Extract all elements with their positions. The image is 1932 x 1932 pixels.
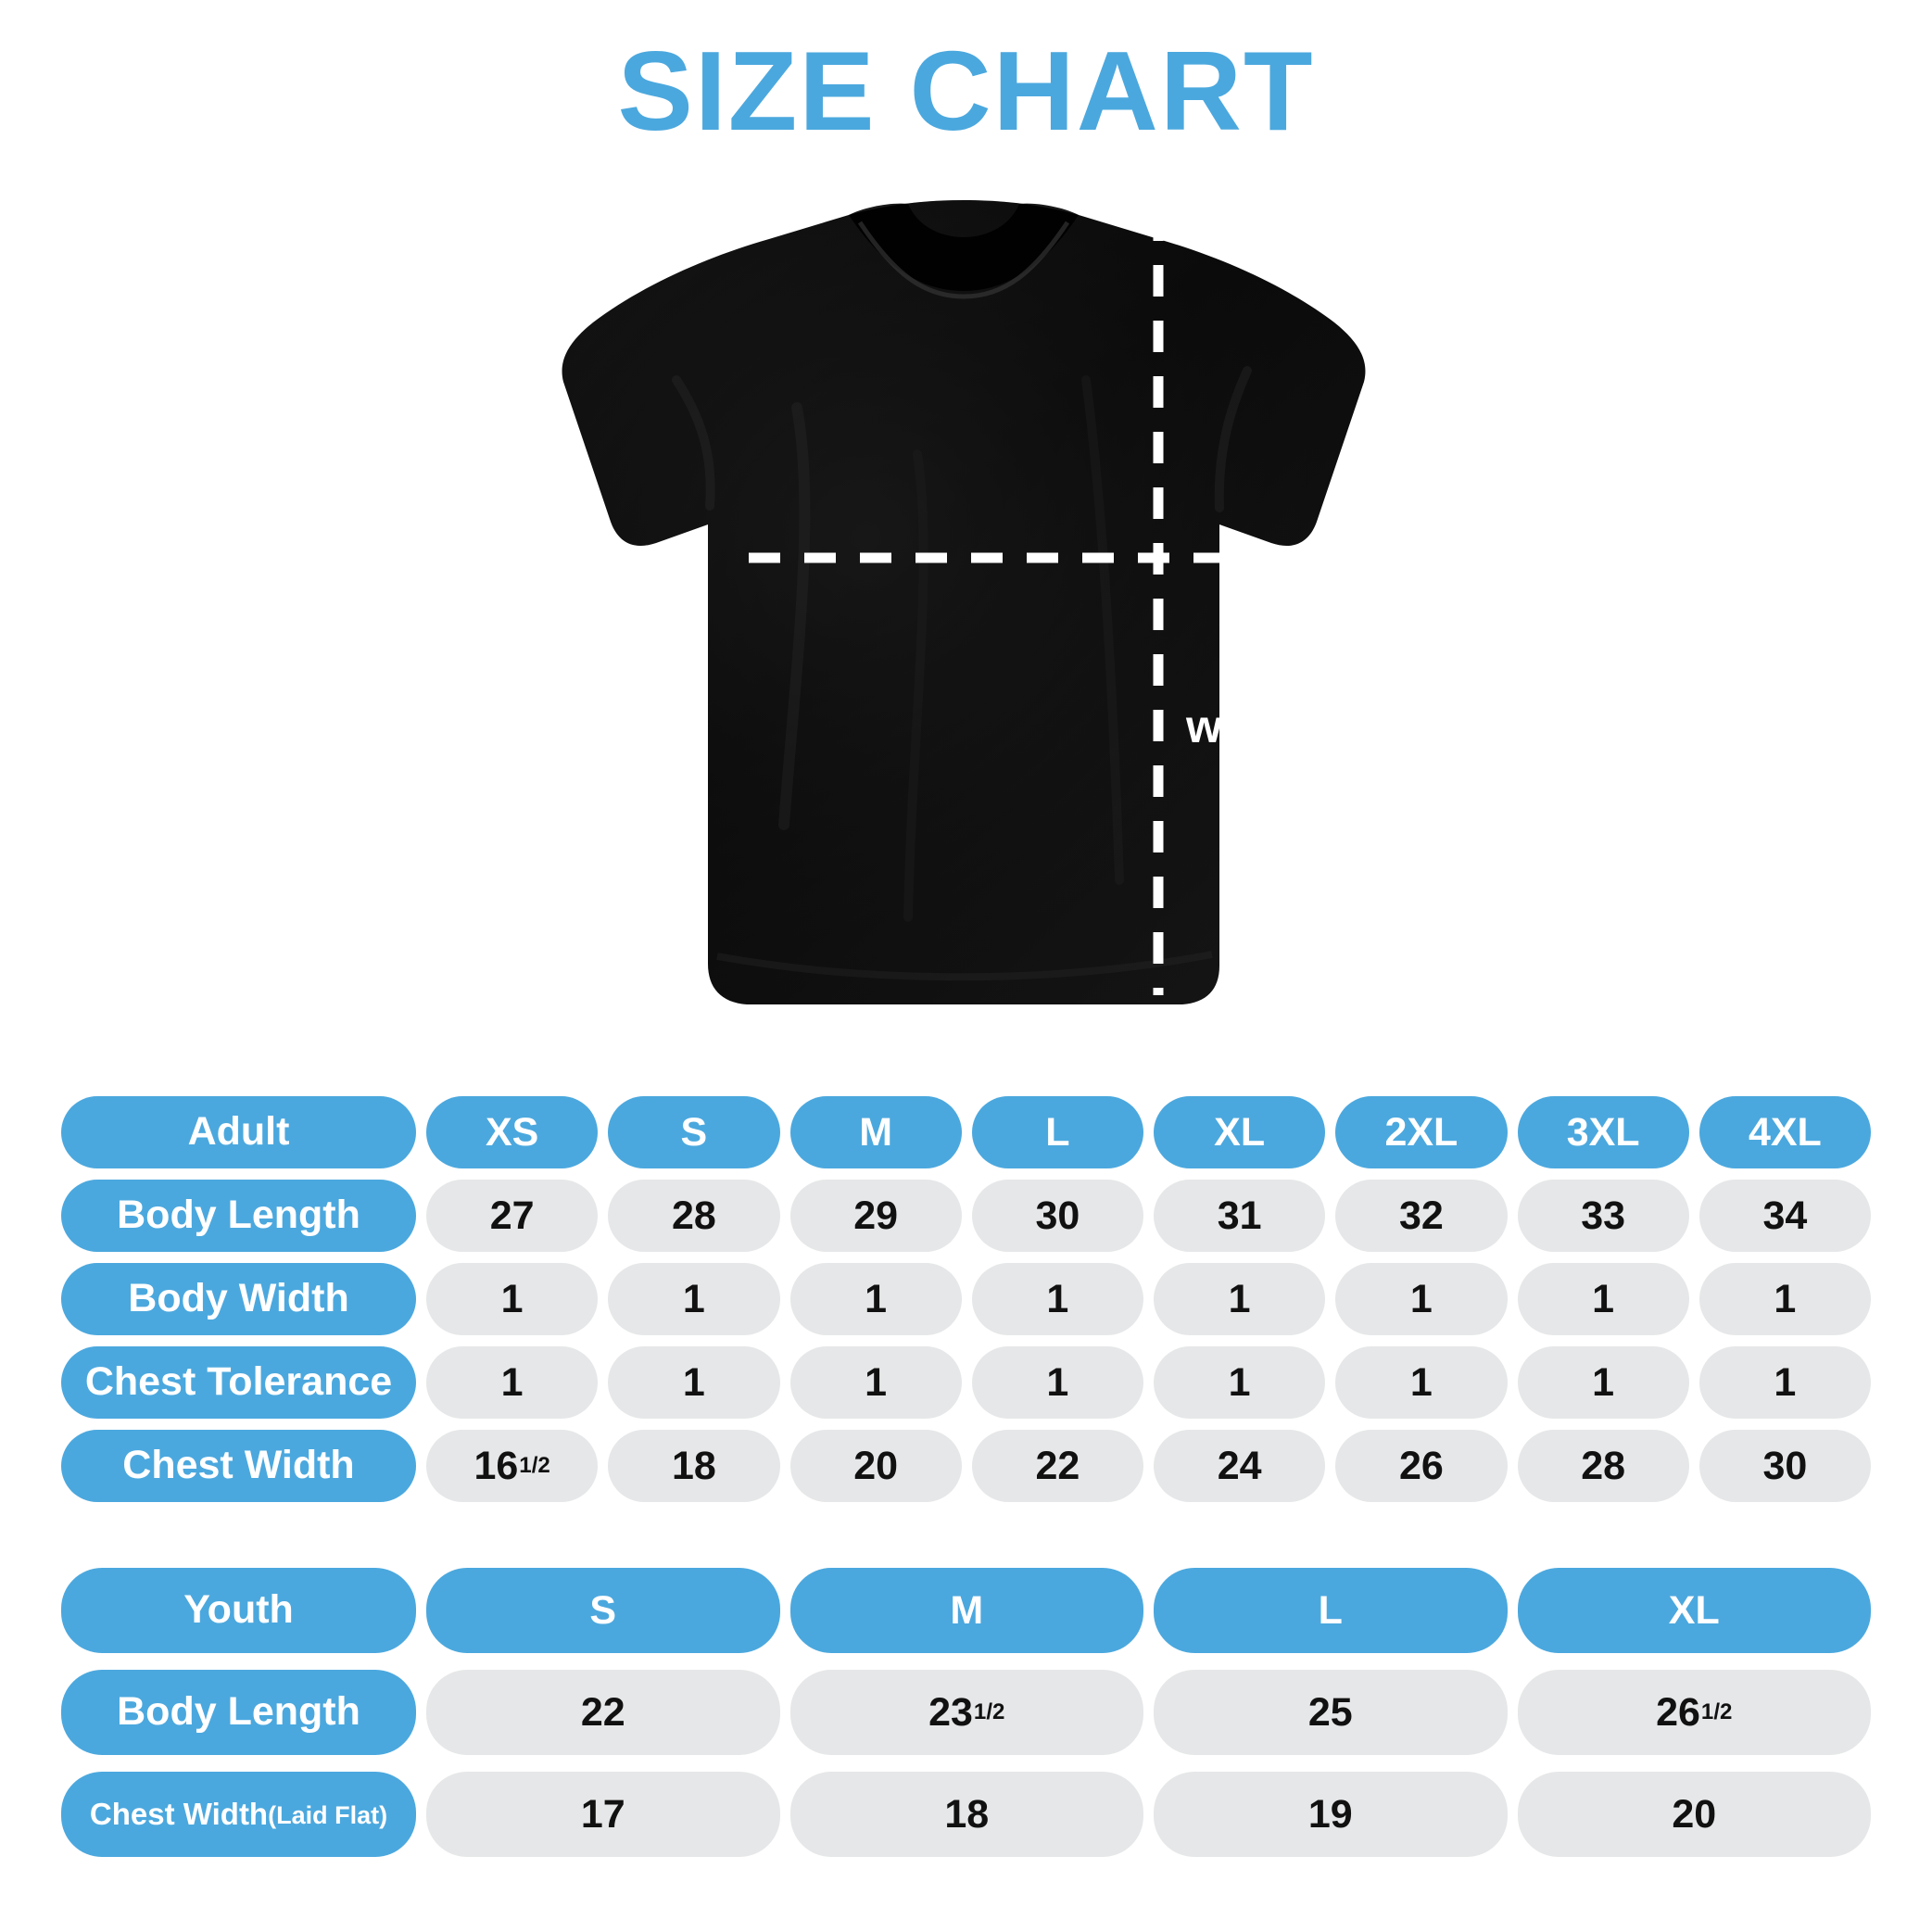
youth-size-l[interactable]: L bbox=[1154, 1568, 1508, 1653]
length-label: length bbox=[1620, 398, 1672, 540]
adult-header-row: Adult XS S M L XL 2XL 3XL 4XL bbox=[61, 1096, 1871, 1168]
adult-size-4xl[interactable]: 4XL bbox=[1698, 1096, 1871, 1168]
value-whole: 16 bbox=[474, 1443, 519, 1488]
adult-size-s[interactable]: S bbox=[608, 1096, 780, 1168]
adult-chest-tolerance-xl: 1 bbox=[1154, 1346, 1326, 1419]
adult-body-width-values: 1 1 1 1 1 1 1 1 bbox=[426, 1263, 1871, 1335]
adult-row-label-chest-tolerance: Chest Tolerance bbox=[61, 1346, 416, 1419]
youth-chest-width-s: 17 bbox=[426, 1772, 780, 1857]
adult-header-label: Adult bbox=[61, 1096, 416, 1168]
adult-body-length-xl: 31 bbox=[1154, 1180, 1326, 1252]
adult-chest-tolerance-3xl: 1 bbox=[1517, 1346, 1689, 1419]
table-row: Body Length 22 23 1/2 25 26 1/2 bbox=[61, 1670, 1871, 1755]
adult-size-m[interactable]: M bbox=[789, 1096, 962, 1168]
youth-chest-width-m: 18 bbox=[789, 1772, 1143, 1857]
youth-chest-width-xl: 20 bbox=[1517, 1772, 1871, 1857]
adult-body-width-xs: 1 bbox=[426, 1263, 599, 1335]
youth-body-length-s: 22 bbox=[426, 1670, 780, 1755]
table-row: Chest Width (Laid Flat) 17 18 19 20 bbox=[61, 1772, 1871, 1857]
value-whole: 26 bbox=[1656, 1689, 1700, 1735]
adult-body-length-values: 27 28 29 30 31 32 33 34 bbox=[426, 1180, 1871, 1252]
adult-size-columns: XS S M L XL 2XL 3XL 4XL bbox=[426, 1096, 1871, 1168]
youth-body-length-m: 23 1/2 bbox=[789, 1670, 1143, 1755]
adult-body-width-xl: 1 bbox=[1154, 1263, 1326, 1335]
adult-body-length-3xl: 33 bbox=[1517, 1180, 1689, 1252]
adult-size-table: Adult XS S M L XL 2XL 3XL 4XL Body Lengt… bbox=[61, 1096, 1871, 1502]
adult-body-width-m: 1 bbox=[789, 1263, 962, 1335]
youth-row-label-body-length: Body Length bbox=[61, 1670, 416, 1755]
adult-body-width-4xl: 1 bbox=[1698, 1263, 1871, 1335]
youth-chest-width-values: 17 18 19 20 bbox=[426, 1772, 1871, 1857]
youth-size-m[interactable]: M bbox=[789, 1568, 1143, 1653]
adult-body-width-3xl: 1 bbox=[1517, 1263, 1689, 1335]
value-fraction: 1/2 bbox=[519, 1452, 550, 1478]
adult-chest-width-xl: 24 bbox=[1154, 1430, 1326, 1502]
youth-body-length-xl: 26 1/2 bbox=[1517, 1670, 1871, 1755]
adult-size-xs[interactable]: XS bbox=[426, 1096, 599, 1168]
adult-size-3xl[interactable]: 3XL bbox=[1517, 1096, 1689, 1168]
youth-chest-width-label-sub: (Laid Flat) bbox=[268, 1800, 388, 1829]
adult-row-label-body-length: Body Length bbox=[61, 1180, 416, 1252]
adult-body-width-l: 1 bbox=[971, 1263, 1143, 1335]
adult-chest-tolerance-values: 1 1 1 1 1 1 1 1 bbox=[426, 1346, 1871, 1419]
value-fraction: 1/2 bbox=[1700, 1698, 1733, 1724]
youth-header-row: Youth S M L XL bbox=[61, 1568, 1871, 1653]
tshirt-illustration: length width bbox=[519, 176, 1672, 1047]
width-label: width bbox=[1186, 701, 1310, 752]
adult-chest-tolerance-l: 1 bbox=[971, 1346, 1143, 1419]
adult-chest-width-m: 20 bbox=[789, 1430, 962, 1502]
adult-body-length-xs: 27 bbox=[426, 1180, 599, 1252]
youth-row-label-chest-width: Chest Width (Laid Flat) bbox=[61, 1772, 416, 1857]
youth-chest-width-label-main: Chest Width bbox=[89, 1796, 269, 1831]
adult-body-length-s: 28 bbox=[608, 1180, 780, 1252]
adult-body-length-m: 29 bbox=[789, 1180, 962, 1252]
youth-size-xl[interactable]: XL bbox=[1517, 1568, 1871, 1653]
adult-chest-width-4xl: 30 bbox=[1698, 1430, 1871, 1502]
youth-size-columns: S M L XL bbox=[426, 1568, 1871, 1653]
adult-row-label-chest-width: Chest Width bbox=[61, 1430, 416, 1502]
youth-size-s[interactable]: S bbox=[426, 1568, 780, 1653]
adult-row-label-body-width: Body Width bbox=[61, 1263, 416, 1335]
adult-body-length-4xl: 34 bbox=[1698, 1180, 1871, 1252]
value-fraction: 1/2 bbox=[973, 1698, 1005, 1724]
adult-body-width-2xl: 1 bbox=[1335, 1263, 1508, 1335]
adult-body-length-2xl: 32 bbox=[1335, 1180, 1508, 1252]
page-title: SIZE CHART bbox=[617, 28, 1315, 154]
table-row: Body Length 27 28 29 30 31 32 33 34 bbox=[61, 1180, 1871, 1252]
adult-size-2xl[interactable]: 2XL bbox=[1335, 1096, 1508, 1168]
youth-body-length-l: 25 bbox=[1154, 1670, 1508, 1755]
adult-chest-tolerance-m: 1 bbox=[789, 1346, 962, 1419]
adult-chest-width-values: 16 1/2 18 20 22 24 26 28 30 bbox=[426, 1430, 1871, 1502]
adult-chest-tolerance-2xl: 1 bbox=[1335, 1346, 1508, 1419]
youth-size-table: Youth S M L XL Body Length 22 23 1/2 25 2… bbox=[61, 1568, 1871, 1874]
adult-chest-width-xs: 16 1/2 bbox=[426, 1430, 599, 1502]
youth-header-label: Youth bbox=[61, 1568, 416, 1653]
adult-chest-tolerance-4xl: 1 bbox=[1698, 1346, 1871, 1419]
adult-chest-width-s: 18 bbox=[608, 1430, 780, 1502]
adult-chest-width-2xl: 26 bbox=[1335, 1430, 1508, 1502]
adult-size-l[interactable]: L bbox=[971, 1096, 1143, 1168]
adult-chest-width-l: 22 bbox=[971, 1430, 1143, 1502]
table-row: Chest Tolerance 1 1 1 1 1 1 1 1 bbox=[61, 1346, 1871, 1419]
youth-body-length-values: 22 23 1/2 25 26 1/2 bbox=[426, 1670, 1871, 1755]
youth-chest-width-l: 19 bbox=[1154, 1772, 1508, 1857]
table-row: Body Width 1 1 1 1 1 1 1 1 bbox=[61, 1263, 1871, 1335]
value-whole: 23 bbox=[928, 1689, 973, 1735]
adult-size-xl[interactable]: XL bbox=[1154, 1096, 1326, 1168]
adult-chest-tolerance-xs: 1 bbox=[426, 1346, 599, 1419]
tshirt-icon bbox=[562, 200, 1366, 1004]
adult-chest-width-3xl: 28 bbox=[1517, 1430, 1689, 1502]
adult-body-width-s: 1 bbox=[608, 1263, 780, 1335]
table-row: Chest Width 16 1/2 18 20 22 24 26 28 30 bbox=[61, 1430, 1871, 1502]
adult-body-length-l: 30 bbox=[971, 1180, 1143, 1252]
adult-chest-tolerance-s: 1 bbox=[608, 1346, 780, 1419]
